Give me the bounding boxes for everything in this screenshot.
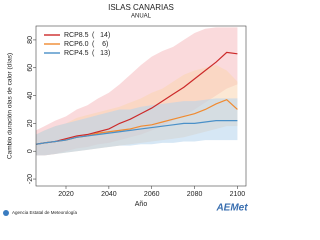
x-tick-label: 2040	[101, 191, 117, 198]
y-tick-label: 80	[27, 36, 34, 44]
legend-count: ( 6)	[92, 41, 108, 48]
legend-count: ( 14)	[92, 32, 110, 39]
series-line	[35, 120, 238, 145]
footer-icon	[3, 210, 9, 216]
legend-label: RCP8.5	[64, 32, 89, 39]
y-tick-label: 0	[27, 149, 34, 153]
y-tick-label: -20	[27, 174, 34, 184]
x-axis-label: Año	[135, 201, 148, 208]
y-tick-label: 20	[27, 119, 34, 127]
x-tick-label: 2020	[58, 191, 74, 198]
legend-count: ( 13)	[92, 50, 110, 57]
plot-frame	[35, 25, 247, 187]
logo: AEMet	[215, 203, 248, 214]
footer-text: Agencia Estatal de Meteorología	[12, 210, 78, 215]
x-tick-label: 2080	[187, 191, 203, 198]
chart: ISLAS CANARIAS ANUAL Año Cambio duración…	[3, 3, 248, 216]
chart-title: ISLAS CANARIAS	[108, 3, 174, 12]
series-line	[35, 51, 238, 145]
legend-label: RCP6.0	[64, 41, 89, 48]
y-tick-label: 60	[27, 64, 34, 72]
x-tick-label: 2060	[144, 191, 160, 198]
y-axis-label: Cambio duración olas de calor (días)	[7, 53, 14, 159]
legend-label: RCP4.5	[64, 50, 89, 57]
chart-subtitle: ANUAL	[131, 14, 152, 20]
y-tick-label: 40	[27, 92, 34, 100]
x-tick-label: 2100	[230, 191, 246, 198]
